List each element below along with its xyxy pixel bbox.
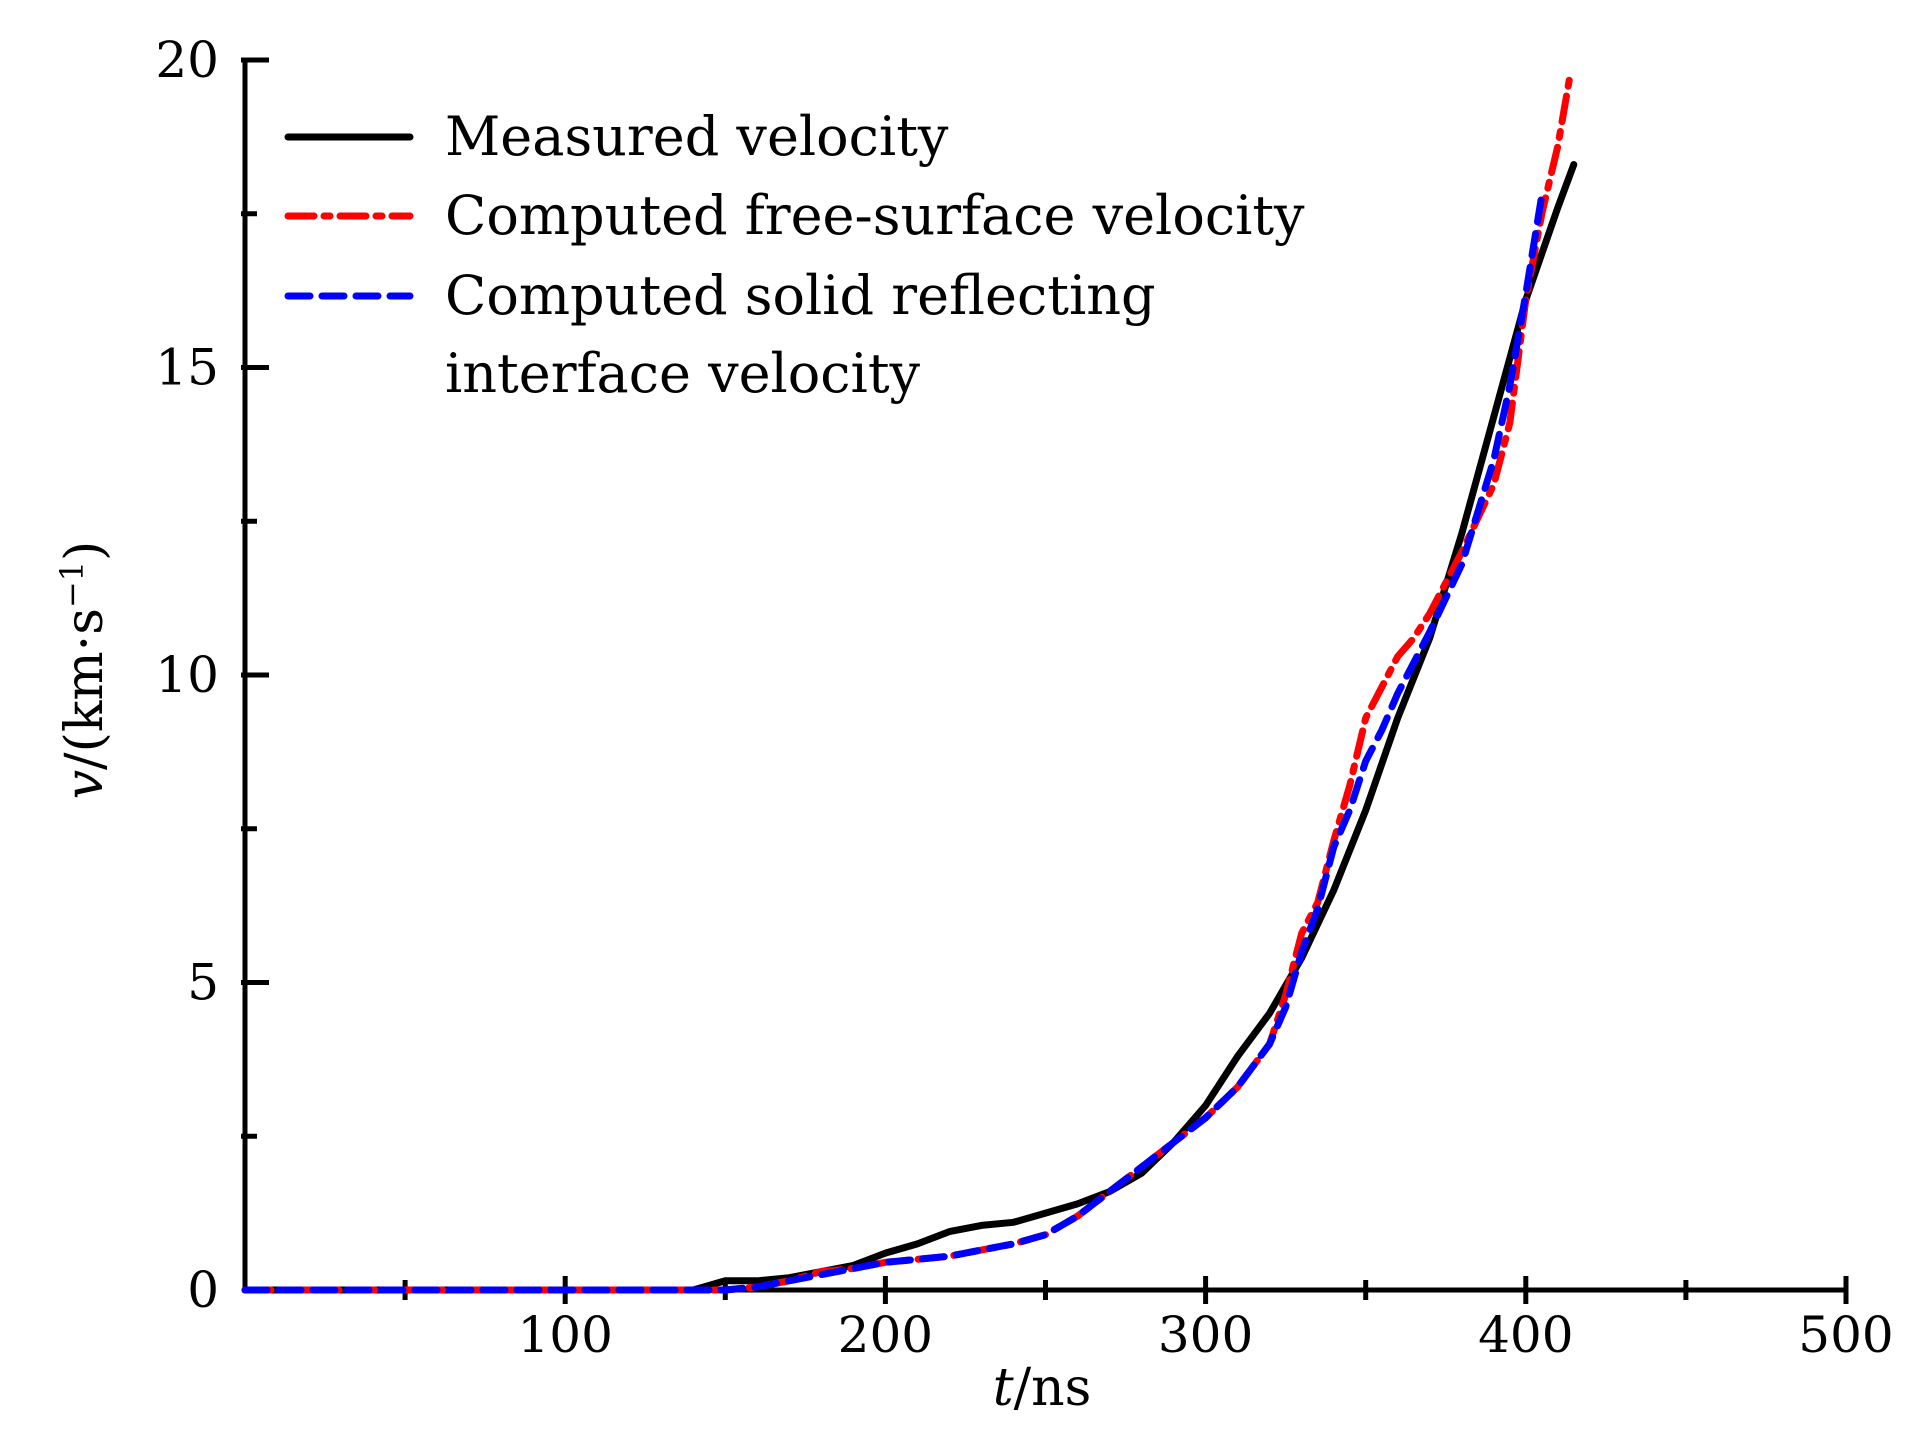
y-tick-label: 20: [155, 31, 219, 89]
y-tick-label: 0: [187, 1261, 219, 1319]
x-tick-label: 300: [1158, 1306, 1253, 1364]
series-line-2: [241, 68, 1575, 1294]
series-line-3: [241, 191, 1546, 1294]
legend-label-1: Measured velocity: [445, 105, 949, 168]
series-line-1: [241, 161, 1578, 1294]
x-tick-label: 200: [838, 1306, 933, 1364]
y-axis-title: v/(km·s−1): [53, 541, 115, 800]
legend-label-2: Computed free-surface velocity: [445, 184, 1305, 247]
y-tick-label: 5: [187, 954, 219, 1012]
x-tick-label: 400: [1478, 1306, 1573, 1364]
x-tick-label: 100: [517, 1306, 612, 1364]
x-tick-label: 500: [1798, 1306, 1893, 1364]
legend: Measured velocity Computed free-surface v…: [284, 105, 1305, 405]
legend-label-3: Computed solid reflecting: [445, 264, 1156, 327]
axes: 100 200 300 400 500 0 5 10 15 20: [155, 31, 1893, 1364]
legend-label-3: interface velocity: [445, 342, 921, 405]
y-tick-label: 15: [155, 339, 219, 397]
series-layer: [241, 68, 1578, 1294]
x-axis-title: t/ns: [993, 1358, 1092, 1418]
y-tick-label: 10: [155, 646, 219, 704]
